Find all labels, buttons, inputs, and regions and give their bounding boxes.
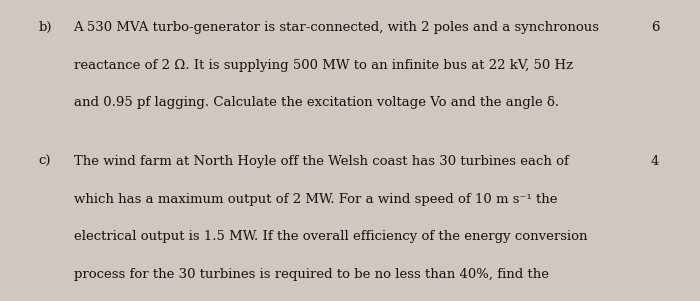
Text: reactance of 2 Ω. It is supplying 500 MW to an infinite bus at 22 kV, 50 Hz: reactance of 2 Ω. It is supplying 500 MW… (74, 59, 573, 72)
Text: 6: 6 (651, 21, 659, 34)
Text: electrical output is 1.5 MW. If the overall efficiency of the energy conversion: electrical output is 1.5 MW. If the over… (74, 230, 587, 243)
Text: process for the 30 turbines is required to be no less than 40%, find the: process for the 30 turbines is required … (74, 268, 549, 281)
Text: b): b) (38, 21, 52, 34)
Text: c): c) (38, 155, 51, 168)
Text: A 530 MVA turbo-generator is star-connected, with 2 poles and a synchronous: A 530 MVA turbo-generator is star-connec… (74, 21, 599, 34)
Text: which has a maximum output of 2 MW. For a wind speed of 10 m s⁻¹ the: which has a maximum output of 2 MW. For … (74, 193, 557, 206)
Text: 4: 4 (651, 155, 659, 168)
Text: and 0.95 pf lagging. Calculate the excitation voltage Vo and the angle δ.: and 0.95 pf lagging. Calculate the excit… (74, 96, 559, 109)
Text: The wind farm at North Hoyle off the Welsh coast has 30 turbines each of: The wind farm at North Hoyle off the Wel… (74, 155, 568, 168)
